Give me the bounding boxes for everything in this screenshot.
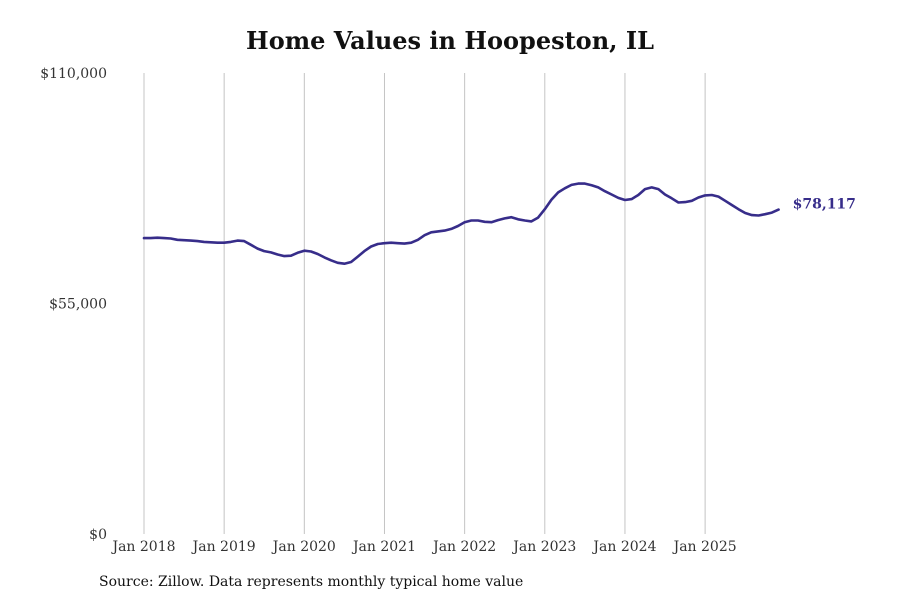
x-tick-label: Jan 2022 (431, 539, 496, 555)
end-value-label: $78,117 (793, 197, 856, 213)
x-tick-label: Jan 2018 (110, 539, 175, 555)
x-tick-label: Jan 2019 (191, 539, 256, 555)
x-tick-label: Jan 2023 (511, 539, 576, 555)
chart-title: Home Values in Hoopeston, IL (246, 26, 654, 55)
y-tick-label: $0 (89, 527, 107, 543)
gridlines (143, 73, 706, 534)
y-tick-label: $110,000 (40, 66, 107, 82)
x-axis-ticks: Jan 2018 Jan 2019 Jan 2020 Jan 2021 Jan 2022… (110, 539, 736, 555)
y-axis-ticks: $0 $55,000 $110,000 (40, 66, 107, 543)
x-tick-label: Jan 2020 (271, 539, 336, 555)
x-tick-label: Jan 2021 (351, 539, 416, 555)
source-note: Source: Zillow. Data represents monthly … (99, 574, 524, 590)
x-tick-label: Jan 2024 (591, 539, 656, 555)
x-tick-label: Jan 2025 (672, 539, 737, 555)
y-tick-label: $55,000 (49, 297, 107, 313)
series-line (142, 182, 780, 265)
